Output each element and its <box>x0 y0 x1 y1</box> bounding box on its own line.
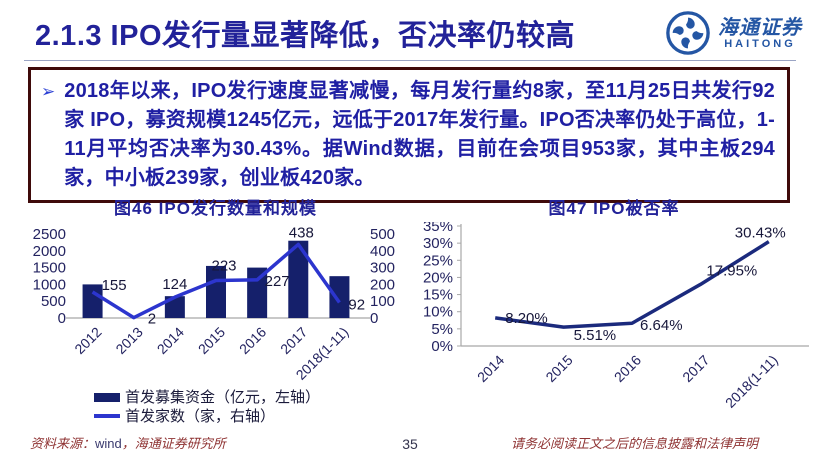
page-number: 35 <box>402 436 418 452</box>
y-axis-tick: 15% <box>423 287 453 304</box>
fig47-plot: 0%5%10%15%20%25%30%35% 8.20% 5.51% 6.64% 17.… <box>423 222 809 411</box>
summary-text: 2018年以来，IPO发行速度显著减慢，每月发行量约8家，至11月25日共发行9… <box>64 80 775 189</box>
y-axis-tick: 20% <box>423 269 453 286</box>
y-axis-tick: 30% <box>423 235 453 252</box>
legend-item-bar: 首发募集资金（亿元，左轴） <box>94 388 403 406</box>
x-tick-label: 2017 <box>679 352 712 385</box>
left-axis-tick: 1500 <box>33 260 66 277</box>
fig46-legend: 首发募集资金（亿元，左轴） 首发家数（家，右轴） <box>94 388 403 425</box>
x-tick-label: 2015 <box>195 324 228 357</box>
bar <box>82 284 103 318</box>
left-axis-tick: 500 <box>41 293 66 310</box>
data-label: 30.43% <box>735 225 786 242</box>
fig46-plot: 0500100015002000250001002003004005001552… <box>33 224 395 382</box>
data-label: 2 <box>148 311 156 328</box>
data-label: 6.64% <box>640 317 683 334</box>
data-label: 17.95% <box>706 262 757 279</box>
footer-disclaimer: 请务必阅读正文之后的信息披露和法律声明 <box>510 437 758 452</box>
x-tick-label: 2018(1-11) <box>722 352 781 411</box>
right-axis-tick: 200 <box>370 276 395 293</box>
legend-label-bar: 首发募集资金（亿元，左轴） <box>125 388 321 406</box>
footer-source: 资料来源：wind，海通证券研究所 <box>30 433 226 452</box>
charts-row: 图46 IPO发行数量和规模 0 500 1000 1500 2000 2500 0 100 2… <box>28 194 813 427</box>
x-tick-label: 2017 <box>277 324 310 357</box>
data-label: 227 <box>265 273 290 290</box>
bar <box>288 240 309 318</box>
legend-label-line: 首发家数（家，右轴） <box>125 407 276 425</box>
summary-callout: ➢ 2018年以来，IPO发行速度显著减慢，每月发行量约8家，至11月25日共发… <box>28 67 790 203</box>
fig46-chart: 图46 IPO发行数量和规模 0 500 1000 1500 2000 2500 0 100 2… <box>28 194 403 427</box>
left-axis-tick: 2500 <box>33 226 66 243</box>
haitong-logo: 海通证券 HAITONG <box>665 10 802 56</box>
fig47-chart: 图47 IPO被否率 0% 5% 10% 15% 20% 25% 30% 35% 8.20% 5.… <box>415 194 813 427</box>
y-axis-tick: 0% <box>431 338 453 355</box>
right-axis-tick: 100 <box>370 293 395 310</box>
data-label: 124 <box>162 276 187 293</box>
right-axis-tick: 500 <box>370 226 395 243</box>
bar-legend-swatch <box>94 392 120 402</box>
source-wind: wind <box>95 436 122 451</box>
logo-name-cn: 海通证券 <box>718 14 802 39</box>
bullet-arrow-icon: ➢ <box>41 82 56 101</box>
data-label: 5.51% <box>574 327 617 344</box>
line-legend-swatch <box>94 414 120 418</box>
x-tick-label: 2014 <box>154 324 187 357</box>
y-axis-tick: 35% <box>423 222 453 235</box>
x-tick-label: 2016 <box>611 352 644 385</box>
page-title: 2.1.3 IPO发行量显著降低，否决率仍较高 <box>35 20 576 52</box>
haitong-logo-icon <box>666 11 710 55</box>
logo-text: 海通证券 HAITONG <box>718 17 802 50</box>
data-label: 223 <box>211 258 236 275</box>
line-series <box>494 240 770 329</box>
x-tick-label: 2016 <box>236 324 269 357</box>
left-axis-tick: 1000 <box>33 276 66 293</box>
left-axis-tick: 2000 <box>33 243 66 260</box>
x-tick-label: 2015 <box>542 352 575 385</box>
header-divider <box>24 60 796 61</box>
y-axis-tick: 5% <box>431 321 453 338</box>
x-tick-label: 2012 <box>71 324 104 357</box>
data-label: 92 <box>348 297 365 314</box>
bar <box>329 276 350 318</box>
data-label: 155 <box>102 277 127 294</box>
logo-name-en: HAITONG <box>724 37 796 50</box>
source-prefix: 资料来源： <box>30 437 96 452</box>
y-axis-tick: 10% <box>423 304 453 321</box>
legend-item-line: 首发家数（家，右轴） <box>94 407 403 425</box>
x-tick-label: 2014 <box>474 352 507 385</box>
right-axis-tick: 400 <box>370 243 395 260</box>
right-axis-tick: 300 <box>370 260 395 277</box>
line-series <box>91 242 341 320</box>
data-label: 438 <box>289 224 314 241</box>
data-label: 8.20% <box>505 310 548 327</box>
y-axis-tick: 25% <box>423 252 453 269</box>
fig46-title: 图46 IPO发行数量和规模 <box>114 199 317 218</box>
fig47-title: 图47 IPO被否率 <box>548 199 680 218</box>
left-axis-tick: 0 <box>58 310 66 327</box>
header: 2.1.3 IPO发行量显著降低，否决率仍较高 海通证券 HAITONG <box>35 6 802 56</box>
bar <box>164 296 185 318</box>
source-suffix: ，海通证券研究所 <box>121 437 226 452</box>
x-tick-label: 2013 <box>112 324 145 357</box>
right-axis-tick: 0 <box>370 310 378 327</box>
